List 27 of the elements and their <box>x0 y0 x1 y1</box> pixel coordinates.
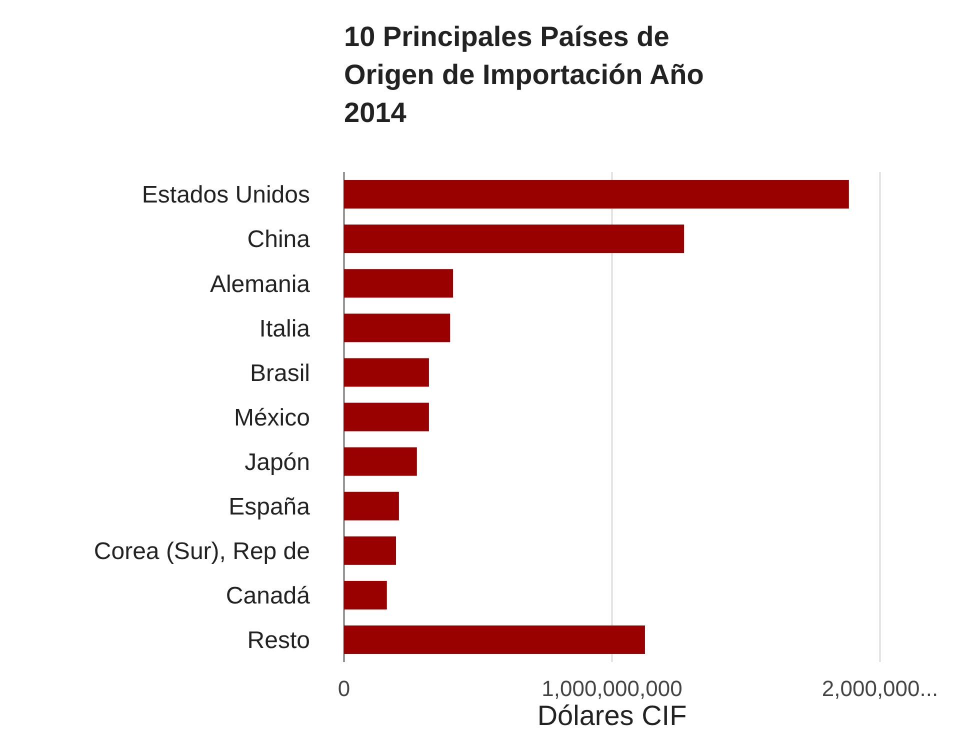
bar <box>344 625 645 654</box>
bar <box>344 402 429 432</box>
x-tick-label: 1,000,000,000 <box>542 676 682 701</box>
bar <box>344 492 399 520</box>
y-tick-label: China <box>247 226 311 254</box>
x-tick-label: 0 <box>338 676 350 701</box>
bar <box>344 536 396 565</box>
y-tick-label: Canadá <box>226 582 311 610</box>
y-tick-label: Resto <box>247 627 310 654</box>
y-tick-label: Corea (Sur), Rep de <box>94 538 310 566</box>
x-tick-label: 2,000,000... <box>822 676 938 701</box>
y-tick-label: Estados Unidos <box>142 182 310 209</box>
chart-title: 10 Principales Países de Origen de Importación Año 2014 <box>344 21 704 128</box>
y-tick-label: Italia <box>259 315 311 342</box>
bar <box>344 314 450 342</box>
y-tick-label: Alemania <box>210 270 311 298</box>
bar <box>344 447 417 476</box>
y-tick-label: México <box>234 404 310 432</box>
x-axis-title: Dólares CIF <box>537 700 687 731</box>
bar <box>344 180 849 209</box>
y-tick-label: Japón <box>244 448 310 476</box>
bar <box>344 269 454 298</box>
bar <box>344 358 429 387</box>
y-tick-label: Brasil <box>250 360 310 387</box>
bar <box>344 224 684 254</box>
y-tick-label: España <box>228 493 311 520</box>
bar <box>344 580 387 610</box>
